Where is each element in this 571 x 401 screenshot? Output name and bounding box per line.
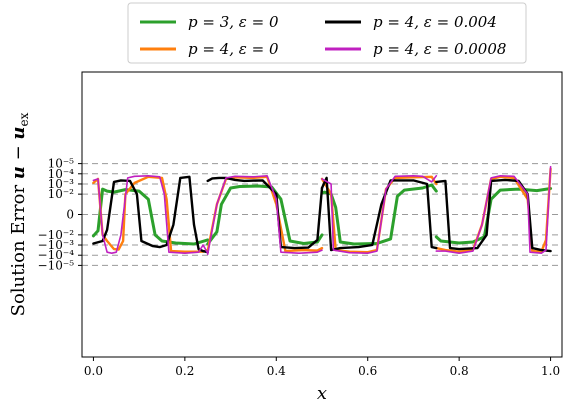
series-line: [92, 175, 209, 254]
y-tick-label: 10⁻⁴: [48, 167, 75, 181]
x-tick-label: 1.0: [541, 364, 560, 378]
series-line: [206, 175, 323, 255]
series-line: [320, 176, 438, 252]
x-ticks: 0.0 0.2 0.4 0.6 0.8 1.0: [84, 357, 560, 378]
y-axis-label-sub: ex: [17, 112, 31, 126]
series-line: [435, 165, 552, 254]
legend: p = 3, ε = 0 p = 4, ε = 0 p = 4, ε = 0.004…: [127, 2, 527, 64]
y-axis-label: Solution Error u − uex: [8, 112, 31, 316]
x-tick-label: 0.6: [358, 364, 377, 378]
y-tick-label: −10⁻⁵: [38, 258, 75, 272]
x-tick-label: 0.8: [450, 364, 469, 378]
series-line: [321, 175, 438, 254]
y-tick-label: 10⁻²: [48, 187, 75, 201]
y-tick-label: 10⁻⁵: [48, 157, 75, 171]
series-line: [91, 187, 210, 246]
y-axis-label-u: u: [8, 166, 29, 179]
y-axis-label-uex: u: [8, 126, 29, 139]
x-axis-label: x: [317, 383, 327, 401]
y-tick-label: 0: [66, 208, 74, 222]
y-tick-label: −10⁻⁴: [38, 248, 75, 262]
legend-entry: p = 4, ε = 0.0008: [373, 40, 506, 58]
x-tick-label: 0.0: [84, 364, 103, 378]
series-lines: [91, 165, 553, 255]
y-axis-label-minus: −: [8, 140, 29, 167]
legend-entry: p = 4, ε = 0: [188, 40, 279, 58]
y-tick-label: 10⁻³: [48, 177, 75, 191]
series-line: [206, 184, 324, 246]
y-tick-label: −10⁻²: [38, 228, 75, 242]
x-tick-label: 0.4: [267, 364, 286, 378]
y-tick-label: −10⁻³: [38, 238, 75, 252]
y-axis-label-prefix: Solution Error: [8, 179, 29, 316]
series-line: [206, 176, 324, 250]
series-line: [435, 167, 552, 253]
y-ticks: −10⁻²−10⁻³−10⁻⁴−10⁻⁵ 0 10⁻⁵10⁻⁴10⁻³10⁻²: [38, 157, 82, 272]
legend-entry: p = 3, ε = 0: [188, 13, 279, 31]
x-tick-label: 0.2: [175, 364, 194, 378]
legend-box: [127, 2, 527, 64]
legend-entry: p = 4, ε = 0.004: [373, 13, 497, 31]
series-line: [92, 175, 209, 254]
